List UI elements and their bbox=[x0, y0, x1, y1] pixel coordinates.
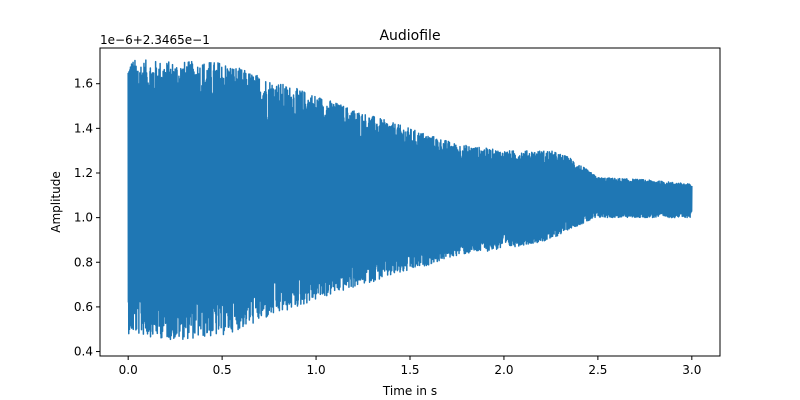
y-tick-label: 1.0 bbox=[74, 211, 93, 225]
y-axis: 0.4 0.6 0.8 1.0 1.2 1.4 1.6 bbox=[74, 77, 100, 359]
plot-area bbox=[127, 59, 693, 341]
y-tick-label: 1.4 bbox=[74, 121, 93, 135]
y-axis-label: Amplitude bbox=[49, 171, 63, 233]
chart-title: Audiofile bbox=[379, 28, 440, 44]
y-tick-label: 0.8 bbox=[74, 255, 93, 269]
x-tick-label: 0.0 bbox=[119, 363, 138, 377]
waveform-series-line bbox=[127, 59, 693, 341]
y-tick-label: 0.6 bbox=[74, 300, 93, 314]
x-axis: 0.0 0.5 1.0 1.5 2.0 2.5 3.0 bbox=[119, 356, 701, 377]
x-tick-label: 3.0 bbox=[682, 363, 701, 377]
x-tick-label: 2.5 bbox=[588, 363, 607, 377]
y-tick-label: 1.2 bbox=[74, 166, 93, 180]
y-tick-label: 1.6 bbox=[74, 77, 93, 91]
y-tick-label: 0.4 bbox=[74, 345, 93, 359]
x-axis-label: Time in s bbox=[382, 384, 437, 398]
x-tick-label: 2.0 bbox=[494, 363, 513, 377]
x-tick-label: 1.0 bbox=[307, 363, 326, 377]
y-offset-label: 1e−6+2.3465e−1 bbox=[100, 33, 210, 47]
x-tick-label: 1.5 bbox=[400, 363, 419, 377]
x-tick-label: 0.5 bbox=[213, 363, 232, 377]
